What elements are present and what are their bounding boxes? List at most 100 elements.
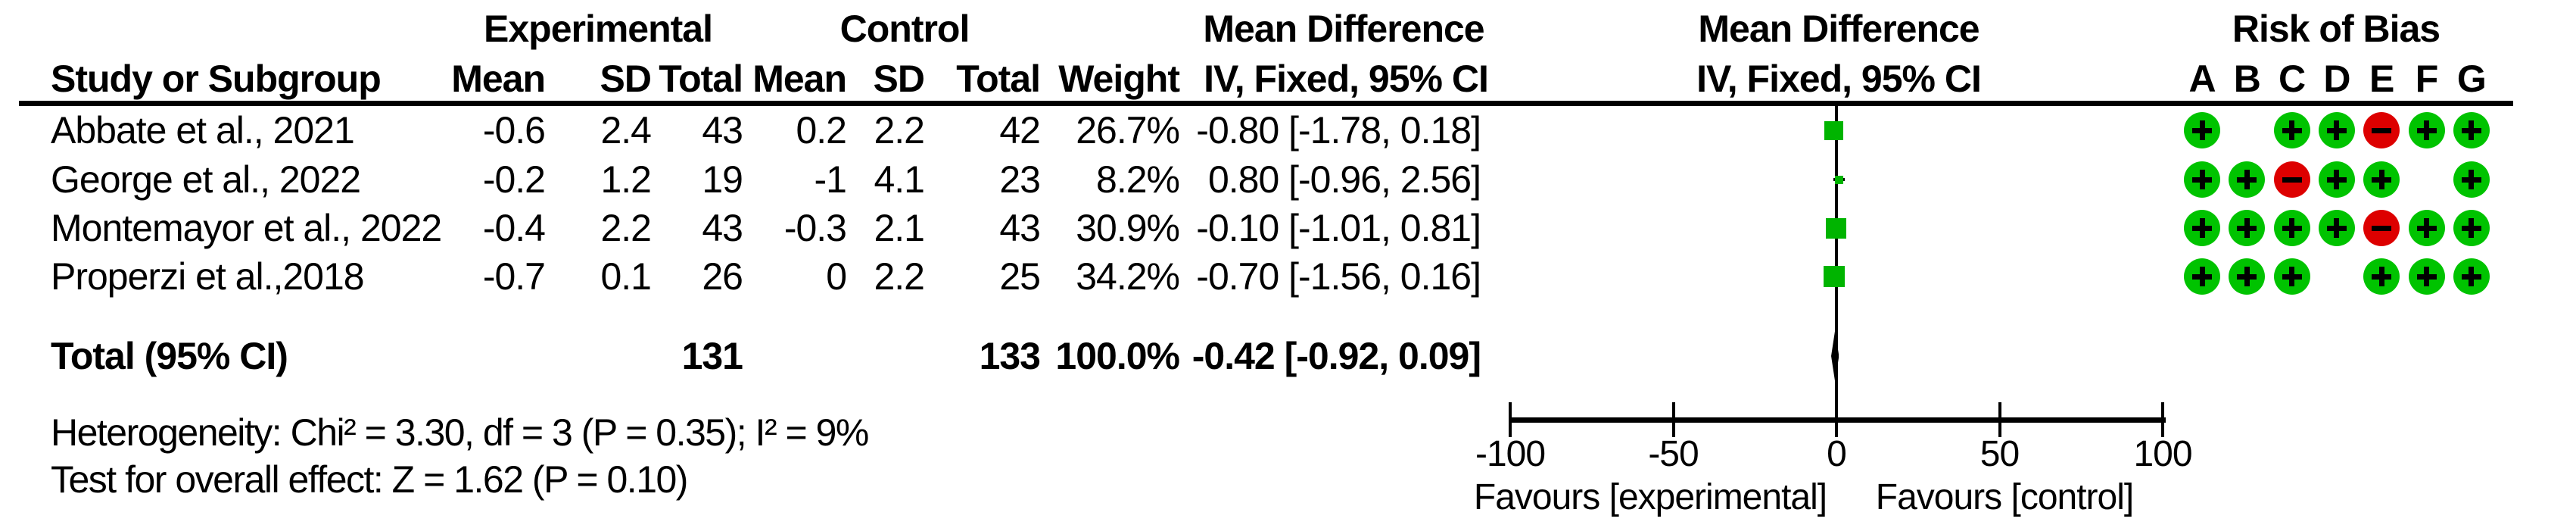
header-divider <box>19 101 2513 106</box>
ctl-total-value: 23 <box>999 158 1041 201</box>
axis-tick <box>1835 402 1838 437</box>
col-header-study: Study or Subgroup <box>51 58 382 100</box>
rob-low-risk-icon <box>2184 112 2220 148</box>
rob-low-risk-icon <box>2273 258 2310 295</box>
study-name: Montemayor et al., 2022 <box>51 207 442 249</box>
glyph-bar-h <box>2372 225 2392 231</box>
x-axis-line <box>1510 417 2166 423</box>
glyph-bar-v <box>2469 267 2475 286</box>
glyph-bar-v <box>2424 218 2429 238</box>
exp-sd-value: 0.1 <box>600 255 652 298</box>
axis-tick <box>1998 402 2001 437</box>
weight-value: 26.7% <box>1076 109 1180 152</box>
col-header-exp-total: Total <box>659 58 743 100</box>
glyph-bar-v <box>2378 267 2384 286</box>
glyph-bar-v <box>2244 218 2250 238</box>
glyph-bar-v <box>2469 120 2475 140</box>
ctl-sd-value: 4.1 <box>874 158 925 201</box>
ctl-mean-value: -0.3 <box>783 207 847 249</box>
ctl-mean-value: 0 <box>826 255 847 298</box>
col-header-exp-mean: Mean <box>451 58 546 100</box>
ctl-total-value: 42 <box>999 109 1041 152</box>
ctl-mean-value: 0.2 <box>796 109 847 152</box>
col-group-mean-difference-text: Mean Difference <box>1203 8 1484 50</box>
glyph-bar-v <box>2424 120 2429 140</box>
exp-total-value: 43 <box>702 207 743 249</box>
overall-effect-note: Test for overall effect: Z = 1.62 (P = 0… <box>51 458 688 501</box>
rob-letter-C: C <box>2279 58 2306 100</box>
total-ci: -0.42 [-0.92, 0.09] <box>1191 335 1481 377</box>
col-header-weight: Weight <box>1058 58 1180 100</box>
exp-mean-value: -0.2 <box>482 158 546 201</box>
rob-low-risk-icon <box>2363 258 2400 295</box>
col-group-mean-difference-plot: Mean Difference <box>1698 8 1980 50</box>
rob-letter-E: E <box>2369 58 2394 100</box>
rob-high-risk-icon <box>2363 210 2400 246</box>
glyph-bar-v <box>2334 170 2340 189</box>
exp-sd-value: 2.2 <box>600 207 652 249</box>
glyph-bar-v <box>2244 170 2250 189</box>
rob-low-risk-icon <box>2184 258 2220 295</box>
glyph-bar-v <box>2289 267 2295 286</box>
glyph-bar-h <box>2372 127 2392 133</box>
rob-low-risk-icon <box>2453 161 2490 198</box>
glyph-bar-v <box>2334 120 2340 140</box>
col-header-ctl-mean: Mean <box>752 58 847 100</box>
col-header-ci: IV, Fixed, 95% CI <box>1204 58 1489 100</box>
favours-right-label: Favours [control] <box>1875 477 2134 517</box>
study-name: Abbate et al., 2021 <box>51 109 355 152</box>
rob-low-risk-icon <box>2273 210 2310 246</box>
axis-tick <box>1509 402 1512 437</box>
effect-square <box>1826 217 1847 239</box>
exp-total-value: 43 <box>702 109 743 152</box>
glyph-bar-v <box>2289 120 2295 140</box>
ci-value: -0.10 [-1.01, 0.81] <box>1196 207 1481 249</box>
favours-left-label: Favours [experimental] <box>1473 477 1827 517</box>
weight-value: 30.9% <box>1076 207 1180 249</box>
ctl-sd-value: 2.2 <box>874 109 925 152</box>
ctl-sd-value: 2.1 <box>874 207 925 249</box>
total-label: Total (95% CI) <box>51 335 288 377</box>
exp-total-value: 19 <box>702 158 743 201</box>
axis-tick <box>1671 402 1675 437</box>
axis-tick-label: -100 <box>1475 434 1546 474</box>
study-name: George et al., 2022 <box>51 158 361 201</box>
ci-value: -0.70 [-1.56, 0.16] <box>1196 255 1481 298</box>
ctl-mean-value: -1 <box>814 158 847 201</box>
rob-low-risk-icon <box>2184 210 2220 246</box>
glyph-bar-v <box>2378 170 2384 189</box>
rob-low-risk-icon <box>2229 161 2266 198</box>
rob-low-risk-icon <box>2408 258 2445 295</box>
rob-high-risk-icon <box>2363 112 2400 148</box>
glyph-bar-h <box>2282 177 2302 183</box>
exp-total-value: 26 <box>702 255 743 298</box>
zero-line <box>1835 104 1838 420</box>
total-weight: 100.0% <box>1055 335 1180 377</box>
rob-low-risk-icon <box>2318 210 2355 246</box>
rob-low-risk-icon <box>2408 112 2445 148</box>
exp-mean-value: -0.4 <box>482 207 546 249</box>
exp-mean-value: -0.6 <box>482 109 546 152</box>
col-header-ctl-sd: SD <box>873 58 925 100</box>
rob-low-risk-icon <box>2318 112 2355 148</box>
total-ctl-n: 133 <box>979 335 1041 377</box>
effect-square <box>1834 175 1843 184</box>
glyph-bar-v <box>2469 170 2475 189</box>
rob-letter-F: F <box>2415 58 2439 100</box>
rob-high-risk-icon <box>2273 161 2310 198</box>
glyph-bar-v <box>2244 267 2250 286</box>
rob-low-risk-icon <box>2363 161 2400 198</box>
rob-letter-A: A <box>2188 58 2216 100</box>
glyph-bar-v <box>2199 120 2205 140</box>
axis-tick-label: -50 <box>1648 434 1699 474</box>
rob-low-risk-icon <box>2453 258 2490 295</box>
col-header-exp-sd: SD <box>600 58 652 100</box>
axis-tick-label: 100 <box>2133 434 2192 474</box>
rob-letter-D: D <box>2323 58 2350 100</box>
exp-sd-value: 1.2 <box>600 158 652 201</box>
ctl-sd-value: 2.2 <box>874 255 925 298</box>
glyph-bar-v <box>2199 267 2205 286</box>
ci-value: -0.80 [-1.78, 0.18] <box>1196 109 1481 152</box>
rob-low-risk-icon <box>2453 210 2490 246</box>
total-exp-n: 131 <box>681 335 743 377</box>
